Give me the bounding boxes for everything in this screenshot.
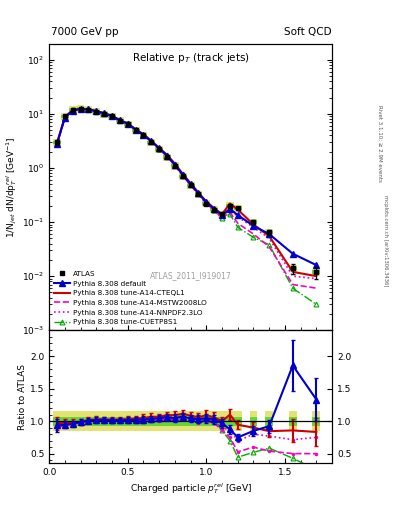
Text: Relative p$_{T}$ (track jets): Relative p$_{T}$ (track jets) xyxy=(132,51,250,65)
Legend: ATLAS, Pythia 8.308 default, Pythia 8.308 tune-A14-CTEQL1, Pythia 8.308 tune-A14: ATLAS, Pythia 8.308 default, Pythia 8.30… xyxy=(53,269,208,327)
Text: ATLAS_2011_I919017: ATLAS_2011_I919017 xyxy=(150,271,231,280)
Text: mcplots.cern.ch [arXiv:1306.3436]: mcplots.cern.ch [arXiv:1306.3436] xyxy=(383,195,387,286)
Text: Rivet 3.1.10; ≥ 2.9M events: Rivet 3.1.10; ≥ 2.9M events xyxy=(377,105,382,182)
Text: Soft QCD: Soft QCD xyxy=(285,27,332,37)
Y-axis label: Ratio to ATLAS: Ratio to ATLAS xyxy=(18,364,27,430)
Y-axis label: 1/N$_{jet}$ dN/dp$_{T}^{rel}$ [GeV$^{-1}$]: 1/N$_{jet}$ dN/dp$_{T}^{rel}$ [GeV$^{-1}… xyxy=(5,136,19,238)
X-axis label: Charged particle $p_{T}^{rel}$ [GeV]: Charged particle $p_{T}^{rel}$ [GeV] xyxy=(130,481,252,496)
Text: 7000 GeV pp: 7000 GeV pp xyxy=(51,27,119,37)
